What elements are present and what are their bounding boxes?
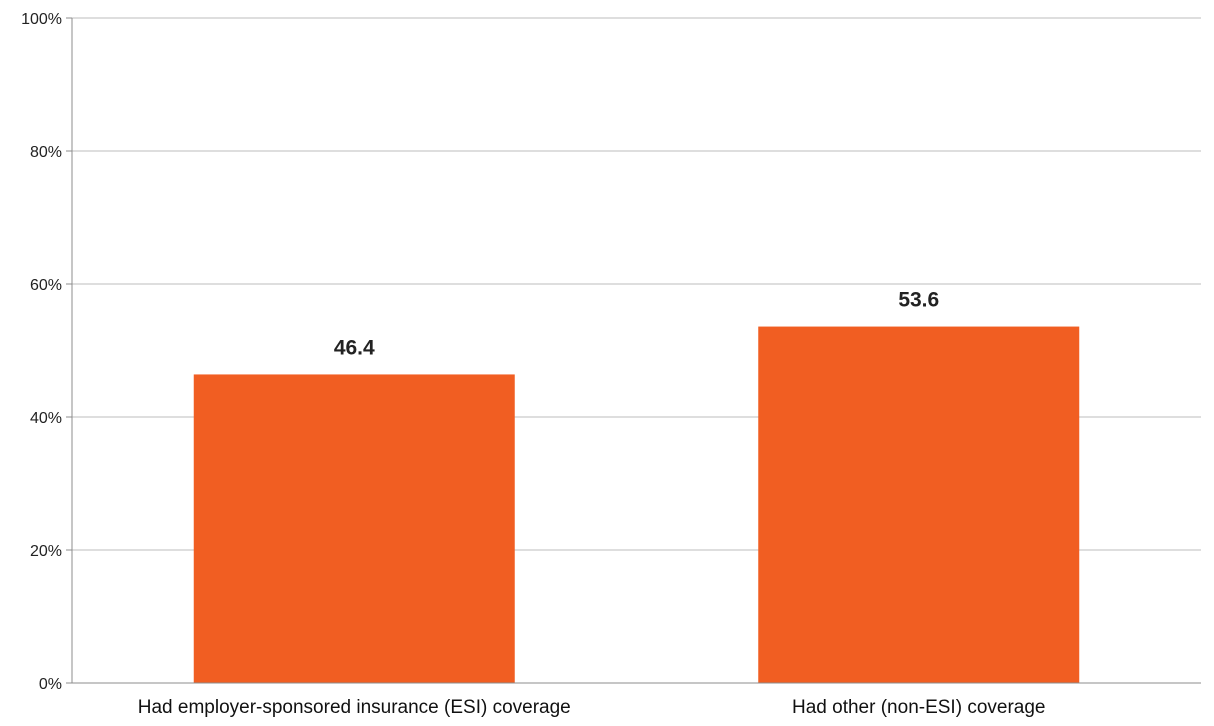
bar-value-label: 46.4 — [334, 336, 375, 359]
labels: 0% 20% 40% 60% 80% 100% 46.4 Had employer-spons… — [21, 11, 1045, 718]
y-tick-label: 20% — [30, 543, 62, 560]
y-tick-label: 40% — [30, 410, 62, 427]
bar-value-label: 53.6 — [898, 289, 939, 312]
bar-1 — [193, 374, 515, 683]
y-tick-label: 80% — [30, 144, 62, 161]
bar-2 — [758, 326, 1080, 683]
y-tick-label: 60% — [30, 277, 62, 294]
y-tick-label: 0% — [39, 676, 62, 693]
x-category-label: Had employer-sponsored insurance (ESI) c… — [138, 697, 571, 718]
bars — [193, 326, 1080, 683]
y-tick-label: 100% — [21, 11, 62, 28]
axes — [66, 17, 1201, 684]
x-category-label: Had other (non-ESI) coverage — [792, 697, 1045, 718]
